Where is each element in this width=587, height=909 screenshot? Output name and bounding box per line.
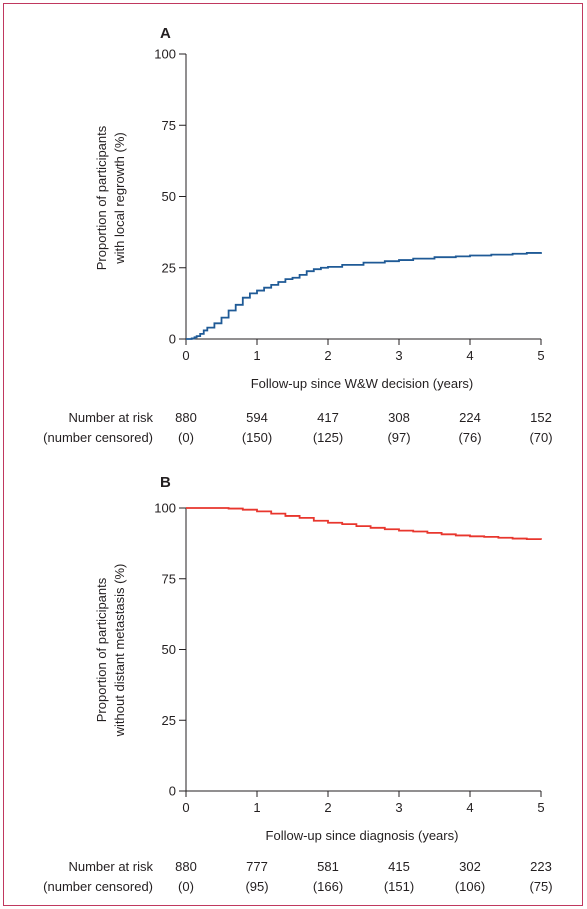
- panel-b-at-risk-value: 880: [175, 859, 197, 874]
- panel-b-at-risk-value: 302: [459, 859, 481, 874]
- panel-a-censored-value: (70): [529, 430, 552, 445]
- panel-b-risk-row2-label: (number censored): [43, 879, 153, 894]
- panel-b-label: B: [160, 474, 171, 491]
- panel-b-censored-value: (95): [245, 879, 268, 894]
- panel-a-censored-value: (76): [458, 430, 481, 445]
- panel-b-x-tick-label: 3: [395, 800, 402, 815]
- panel-a-axes: 0 25 50 75 100 0 1 2 3 4 5: [154, 47, 544, 364]
- panel-b-risk-row1-label: Number at risk: [68, 859, 153, 874]
- panel-b-x-tick-label: 5: [537, 800, 544, 815]
- panel-b-censored-value: (151): [384, 879, 414, 894]
- panel-a-label: A: [160, 25, 171, 42]
- panel-b-at-risk-value: 581: [317, 859, 339, 874]
- panel-b-censored-value: (0): [178, 879, 194, 894]
- panel-b-x-tick-label: 2: [324, 800, 331, 815]
- panel-a-x-tick-label: 2: [324, 348, 331, 363]
- panel-b-x-tick-label: 4: [466, 800, 473, 815]
- panel-b-axes: 0 25 50 75 100 0 1 2 3 4 5: [154, 501, 544, 816]
- panel-b-censored-value: (166): [313, 879, 343, 894]
- panel-a-ylabel-line2: with local regrowth (%): [112, 132, 127, 265]
- figure-frame: [3, 3, 583, 906]
- panel-a-at-risk-value: 880: [175, 410, 197, 425]
- panel-a-at-risk-value: 152: [530, 410, 552, 425]
- panel-a-x-tick-label: 5: [537, 348, 544, 363]
- panel-b-x-tick-label: 0: [182, 800, 189, 815]
- panel-b-at-risk-value: 223: [530, 859, 552, 874]
- panel-b-y-tick-label: 75: [162, 571, 176, 586]
- panel-a-x-tick-label: 4: [466, 348, 473, 363]
- panel-a-x-tick-label: 1: [253, 348, 260, 363]
- panel-a-at-risk-value: 594: [246, 410, 268, 425]
- panel-b-y-tick-label: 0: [169, 784, 176, 799]
- panel-a-censored-value: (0): [178, 430, 194, 445]
- panel-a-censored-value: (97): [387, 430, 410, 445]
- panel-b-at-risk-value: 777: [246, 859, 268, 874]
- panel-a-risk-row1-label: Number at risk: [68, 410, 153, 425]
- panel-b-xlabel: Follow-up since diagnosis (years): [266, 828, 459, 843]
- panel-b-y-tick-label: 25: [162, 713, 176, 728]
- panel-a-xlabel: Follow-up since W&W decision (years): [251, 376, 474, 391]
- panel-b-plot: [186, 507, 542, 541]
- panel-a-at-risk-value: 417: [317, 410, 339, 425]
- panel-b-censored-value: (75): [529, 879, 552, 894]
- panel-b-ylabel-line1: Proportion of participants: [94, 577, 109, 722]
- panel-a: A Proportion of participants with local …: [43, 25, 552, 445]
- panel-a-at-risk-value: 308: [388, 410, 410, 425]
- panel-a-x-tick-label: 0: [182, 348, 189, 363]
- panel-b-km-curve: [186, 507, 542, 541]
- panel-a-risk-table: 880 594 417 308 224 152 (0) (150) (125) (97) (76) (…: [175, 410, 552, 445]
- panel-b-censored-value: (106): [455, 879, 485, 894]
- panel-a-y-tick-label: 25: [162, 260, 176, 275]
- panel-a-y-tick-label: 50: [162, 189, 176, 204]
- panel-a-at-risk-value: 224: [459, 410, 481, 425]
- panel-b-at-risk-value: 415: [388, 859, 410, 874]
- panel-a-ylabel-line1: Proportion of participants: [94, 125, 109, 270]
- panel-b-x-tick-label: 1: [253, 800, 260, 815]
- panel-a-risk-row2-label: (number censored): [43, 430, 153, 445]
- panel-a-y-tick-label: 100: [154, 47, 176, 62]
- panel-a-km-curve: [186, 252, 542, 340]
- panel-b-ylabel-line2: without distant metastasis (%): [112, 564, 127, 738]
- panel-b-y-tick-label: 50: [162, 642, 176, 657]
- panel-a-y-tick-label: 75: [162, 118, 176, 133]
- panel-b-risk-table: 880 777 581 415 302 223 (0) (95) (166) (151) (106)…: [175, 859, 552, 894]
- panel-a-y-tick-label: 0: [169, 332, 176, 347]
- panel-a-x-tick-label: 3: [395, 348, 402, 363]
- panel-a-censored-value: (125): [313, 430, 343, 445]
- panel-a-plot: [186, 252, 542, 340]
- panel-b-y-tick-label: 100: [154, 501, 176, 516]
- panel-b: B Proportion of participants without dis…: [43, 474, 552, 894]
- panel-a-censored-value: (150): [242, 430, 272, 445]
